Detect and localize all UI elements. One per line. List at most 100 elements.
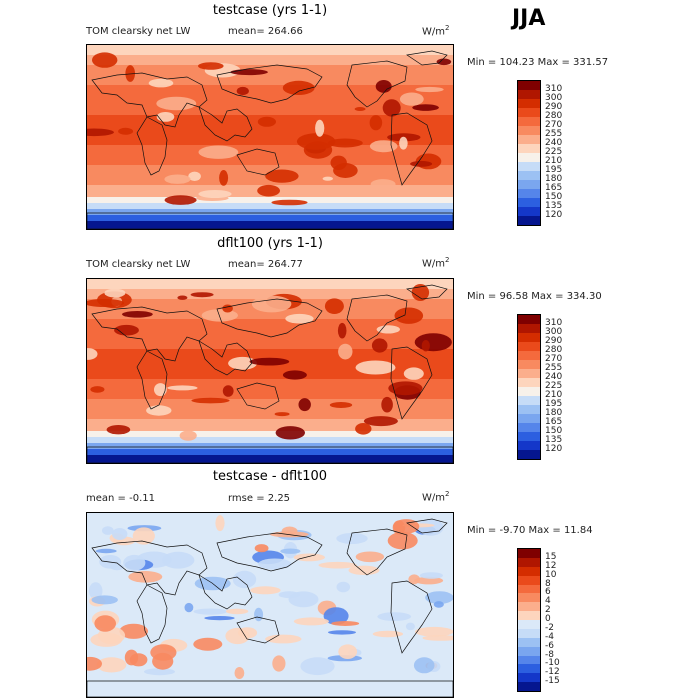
colorbar-tick-label: 120: [545, 444, 563, 454]
colorbar-segment: [518, 575, 540, 585]
colorbar-tick-label: 4: [545, 596, 551, 607]
colorbar-segment: [518, 584, 540, 594]
colorbar-segment: [518, 396, 540, 405]
map-plot: [86, 512, 454, 698]
colorbar-segment: [518, 189, 540, 198]
colorbar-tick-label: -8: [545, 649, 554, 660]
map-plot: [86, 278, 454, 464]
colorbar-segment: [518, 628, 540, 638]
rmse-label: rmse = 2.25: [228, 493, 291, 504]
colorbar-segment: [518, 360, 540, 369]
panel-title: testcase - dflt100: [212, 469, 328, 484]
colorbar-segment: [518, 441, 540, 450]
variable-label: TOM clearsky net LW: [86, 26, 191, 37]
colorbar-segment: [518, 81, 540, 90]
colorbar-segment: [518, 135, 540, 144]
colorbar-tick-label: 150: [545, 426, 563, 436]
colorbar-tick-label: 225: [545, 381, 563, 391]
colorbar-segment: [518, 171, 540, 180]
min-max-label: Min = -9.70 Max = 11.84: [467, 525, 593, 536]
colorbar-segment: [518, 637, 540, 647]
colorbar-tick-label: 2: [545, 605, 551, 616]
colorbar-segment: [518, 566, 540, 576]
season-label: JJA: [512, 6, 546, 31]
colorbar-segment: [518, 216, 540, 225]
colorbar-tick-label: 8: [545, 578, 551, 589]
colorbar-tick-label: -4: [545, 631, 554, 642]
colorbar-tick-label: 290: [545, 336, 563, 346]
world-map: [87, 45, 453, 229]
colorbar-tick-label: 280: [545, 345, 563, 355]
colorbar-segment: [518, 351, 540, 360]
colorbar-segment: [518, 99, 540, 108]
colorbar-tick-label: -12: [545, 667, 560, 678]
colorbar-tick-label: 225: [545, 147, 563, 157]
colorbar-tick-label: 240: [545, 138, 563, 148]
colorbar-tick-label: 290: [545, 102, 563, 112]
colorbar-segment: [518, 646, 540, 656]
world-map: [87, 513, 453, 697]
colorbar-segment: [518, 432, 540, 441]
colorbar-tick-label: 270: [545, 120, 563, 130]
colorbar-segment: [518, 198, 540, 207]
colorbar-segment: [518, 450, 540, 459]
colorbar-segment: [518, 387, 540, 396]
colorbar-segment: [518, 369, 540, 378]
colorbar-tick-label: -6: [545, 640, 554, 651]
colorbar-tick-label: 280: [545, 111, 563, 121]
colorbar-segment: [518, 423, 540, 432]
colorbar-segment: [518, 593, 540, 603]
colorbar-segment: [518, 144, 540, 153]
colorbar-tick-label: 255: [545, 129, 563, 139]
colorbar-tick-label: 10: [545, 569, 557, 580]
colorbar: [517, 548, 541, 692]
units-label: W/m2: [422, 256, 450, 270]
colorbar-segment: [518, 611, 540, 620]
colorbar-segment: [518, 620, 540, 629]
colorbar-tick-label: 165: [545, 417, 563, 427]
colorbar-tick-label: 0: [545, 614, 551, 624]
units-label: W/m2: [422, 490, 450, 504]
colorbar-segment: [518, 180, 540, 189]
colorbar-tick-label: 210: [545, 390, 563, 400]
colorbar-segment: [518, 207, 540, 216]
colorbar-segment: [518, 315, 540, 324]
colorbar-tick-label: -2: [545, 622, 554, 633]
colorbar-segment: [518, 90, 540, 99]
colorbar-segment: [518, 664, 540, 674]
colorbar-segment: [518, 342, 540, 351]
variable-label: TOM clearsky net LW: [86, 259, 191, 270]
colorbar-segment: [518, 549, 540, 558]
colorbar-tick-label: 180: [545, 174, 563, 184]
colorbar-segment: [518, 153, 540, 162]
colorbar-segment: [518, 655, 540, 665]
mean-label: mean= 264.77: [228, 259, 303, 270]
colorbar: [517, 80, 541, 226]
colorbar-tick-label: 300: [545, 327, 563, 337]
colorbar-tick-label: 135: [545, 201, 563, 211]
colorbar-segment: [518, 162, 540, 171]
colorbar: [517, 314, 541, 460]
colorbar-segment: [518, 682, 540, 691]
colorbar-tick-label: 15: [545, 551, 557, 562]
colorbar-segment: [518, 333, 540, 342]
colorbar-tick-label: 150: [545, 192, 563, 202]
mean-label: mean= 264.66: [228, 26, 303, 37]
world-map: [87, 279, 453, 463]
colorbar-tick-label: 300: [545, 93, 563, 103]
colorbar-segment: [518, 324, 540, 333]
map-plot: [86, 44, 454, 230]
colorbar-tick-label: 195: [545, 399, 563, 409]
colorbar-segment: [518, 602, 540, 612]
colorbar-segment: [518, 108, 540, 117]
colorbar-tick-label: 135: [545, 435, 563, 445]
colorbar-tick-label: 310: [545, 84, 563, 94]
colorbar-tick-label: 240: [545, 372, 563, 382]
colorbar-tick-label: 270: [545, 354, 563, 364]
colorbar-tick-label: 180: [545, 408, 563, 418]
colorbar-tick-label: 310: [545, 318, 563, 328]
mean-label: mean = -0.11: [86, 493, 155, 504]
colorbar-segment: [518, 405, 540, 414]
min-max-label: Min = 96.58 Max = 334.30: [467, 291, 602, 302]
colorbar-tick-label: 6: [545, 587, 551, 598]
